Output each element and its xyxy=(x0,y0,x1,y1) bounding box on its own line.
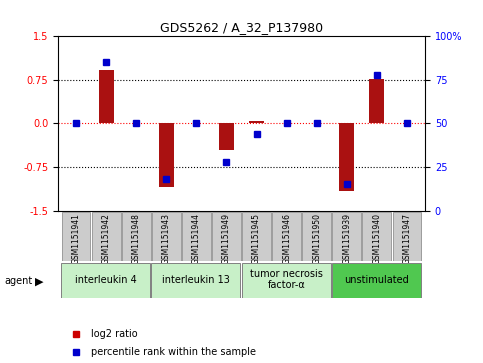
Bar xyxy=(249,121,264,123)
Text: GSM1151940: GSM1151940 xyxy=(372,213,382,264)
Text: GSM1151950: GSM1151950 xyxy=(312,213,321,264)
Text: percentile rank within the sample: percentile rank within the sample xyxy=(91,347,256,357)
Text: interleukin 4: interleukin 4 xyxy=(75,274,137,285)
FancyBboxPatch shape xyxy=(242,263,330,298)
Bar xyxy=(369,79,384,123)
FancyBboxPatch shape xyxy=(122,212,151,261)
Text: GSM1151947: GSM1151947 xyxy=(402,213,412,264)
Text: GSM1151945: GSM1151945 xyxy=(252,213,261,264)
FancyBboxPatch shape xyxy=(212,212,241,261)
FancyBboxPatch shape xyxy=(92,212,121,261)
Title: GDS5262 / A_32_P137980: GDS5262 / A_32_P137980 xyxy=(160,21,323,34)
Text: unstimulated: unstimulated xyxy=(344,274,409,285)
Bar xyxy=(219,123,234,150)
FancyBboxPatch shape xyxy=(393,212,422,261)
Text: GSM1151942: GSM1151942 xyxy=(101,213,111,264)
FancyBboxPatch shape xyxy=(61,263,150,298)
Bar xyxy=(159,123,174,187)
FancyBboxPatch shape xyxy=(302,212,331,261)
Text: log2 ratio: log2 ratio xyxy=(91,329,138,339)
Text: agent: agent xyxy=(5,276,33,286)
Text: GSM1151939: GSM1151939 xyxy=(342,213,351,264)
FancyBboxPatch shape xyxy=(362,212,391,261)
FancyBboxPatch shape xyxy=(61,212,90,261)
Text: tumor necrosis
factor-α: tumor necrosis factor-α xyxy=(250,269,323,290)
Text: interleukin 13: interleukin 13 xyxy=(162,274,230,285)
Bar xyxy=(99,70,114,123)
FancyBboxPatch shape xyxy=(332,263,421,298)
FancyBboxPatch shape xyxy=(152,212,181,261)
FancyBboxPatch shape xyxy=(272,212,301,261)
Text: GSM1151943: GSM1151943 xyxy=(162,213,171,264)
FancyBboxPatch shape xyxy=(151,263,241,298)
FancyBboxPatch shape xyxy=(242,212,271,261)
Text: ▶: ▶ xyxy=(35,276,43,286)
FancyBboxPatch shape xyxy=(182,212,211,261)
Text: GSM1151948: GSM1151948 xyxy=(132,213,141,264)
Text: GSM1151944: GSM1151944 xyxy=(192,213,201,264)
Text: GSM1151949: GSM1151949 xyxy=(222,213,231,264)
Text: GSM1151946: GSM1151946 xyxy=(282,213,291,264)
Bar xyxy=(339,123,355,191)
Text: GSM1151941: GSM1151941 xyxy=(71,213,81,264)
FancyBboxPatch shape xyxy=(332,212,361,261)
